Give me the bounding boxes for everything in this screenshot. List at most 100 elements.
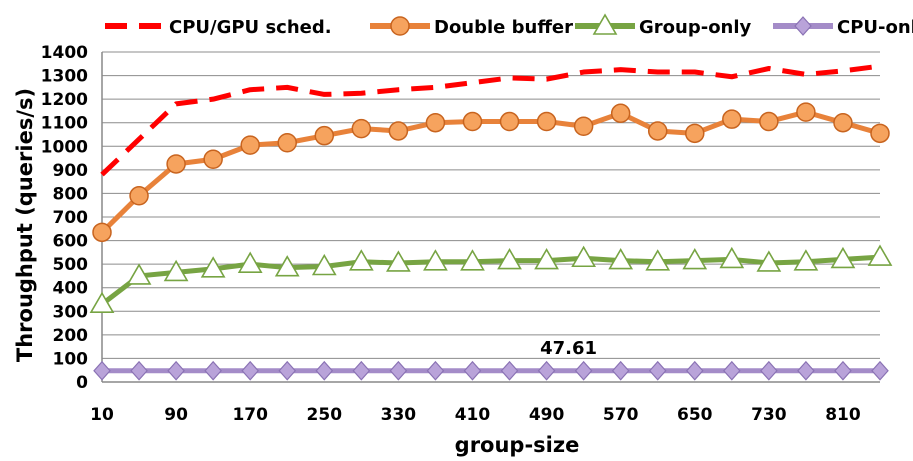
legend-label: CPU/GPU sched. (169, 17, 332, 38)
data-point (425, 112, 446, 133)
data-point (536, 111, 557, 132)
data-point (611, 360, 630, 381)
data-point (314, 125, 335, 146)
data-point (534, 248, 559, 270)
axes (101, 52, 880, 383)
data-point (274, 255, 300, 277)
data-point (685, 123, 705, 144)
y-tick-label: 200 (53, 326, 89, 346)
data-point (648, 360, 667, 381)
x-tick-label: 10 (90, 405, 114, 425)
data-point (756, 250, 782, 272)
data-point (870, 123, 890, 144)
data-point (89, 291, 115, 314)
y-tick-labels: 0 100 200 300 400 500 600 700 800 900 1000 1100 1200… (41, 43, 88, 393)
data-point (574, 360, 593, 381)
data-point (203, 149, 223, 169)
data-point (92, 222, 112, 243)
y-tick-label: 1300 (41, 67, 88, 87)
series-layer (89, 63, 893, 381)
legend-label: CPU-only (837, 17, 913, 38)
data-point (682, 248, 708, 270)
data-point (610, 103, 631, 124)
data-point (278, 360, 297, 381)
series-line (100, 63, 881, 177)
data-point (315, 360, 334, 381)
y-tick-label: 1200 (41, 90, 88, 110)
x-tick-label: 90 (164, 405, 188, 425)
data-point (311, 253, 337, 276)
data-point (423, 249, 448, 271)
data-point (571, 245, 597, 268)
y-tick-label: 800 (53, 184, 89, 204)
y-tick-label: 900 (53, 161, 89, 181)
x-tick-label: 490 (529, 405, 565, 425)
data-point (685, 360, 704, 381)
data-point (499, 111, 520, 132)
series-cpu-gpu-sched- (100, 63, 881, 177)
data-point (573, 116, 594, 136)
x-tick-label: 730 (751, 405, 787, 425)
y-tick-label: 1100 (41, 114, 88, 134)
y-tick-label: 700 (53, 208, 89, 228)
data-point (867, 244, 893, 266)
data-label: 47.61 (540, 338, 597, 359)
data-point (871, 360, 889, 381)
x-tick-labels: 10 90 170 250 330 410 490 570 650 730 810 (90, 405, 861, 425)
y-axis-title: Throughput (queries/s) (13, 88, 37, 362)
series-line (100, 109, 881, 235)
y-tick-label: 400 (53, 279, 89, 299)
x-tick-label: 650 (677, 405, 713, 425)
data-point (130, 360, 148, 381)
data-point (537, 360, 556, 381)
x-tick-label: 810 (825, 405, 861, 425)
y-tick-label: 300 (53, 302, 89, 322)
data-point (240, 135, 260, 155)
data-point (830, 246, 856, 269)
data-point (277, 133, 297, 153)
data-point (237, 251, 263, 273)
data-point (462, 111, 483, 132)
data-point (463, 360, 482, 381)
data-point (500, 360, 519, 381)
data-point (166, 154, 186, 174)
y-tick-label: 1400 (41, 43, 88, 63)
data-point (797, 360, 815, 381)
legend-label: Double buffer (434, 17, 573, 38)
data-point (241, 360, 259, 381)
grid-lines (102, 51, 880, 359)
y-tick-label: 500 (53, 255, 89, 275)
data-point (204, 360, 222, 381)
x-axis-title: group-size (455, 433, 580, 457)
series-cpu-only (93, 360, 889, 381)
legend: CPU/GPU sched. Double buffer Group-only CPU… (105, 13, 913, 38)
data-point (129, 186, 149, 206)
data-point (722, 109, 742, 129)
data-point (348, 249, 374, 271)
legend-item: Group-only (575, 13, 752, 38)
data-point (126, 263, 152, 285)
data-point (426, 360, 445, 381)
y-tick-label: 0 (76, 373, 88, 393)
data-point (93, 360, 111, 381)
data-point (200, 256, 226, 278)
y-tick-label: 1000 (41, 137, 88, 157)
data-point (352, 360, 371, 381)
x-tick-label: 570 (603, 405, 639, 425)
data-point (163, 259, 189, 282)
legend-item: CPU-only (773, 16, 913, 38)
data-point (351, 118, 372, 139)
series-double-buffer (92, 102, 890, 243)
data-point (719, 246, 745, 269)
x-tick-label: 250 (307, 405, 343, 425)
data-point (647, 121, 668, 141)
data-point (793, 249, 819, 271)
series-group-only (89, 244, 893, 314)
data-point (608, 248, 634, 270)
x-tick-label: 330 (381, 405, 417, 425)
data-point (389, 360, 408, 381)
data-point (460, 249, 485, 271)
data-point (760, 360, 778, 381)
data-point (385, 250, 411, 272)
